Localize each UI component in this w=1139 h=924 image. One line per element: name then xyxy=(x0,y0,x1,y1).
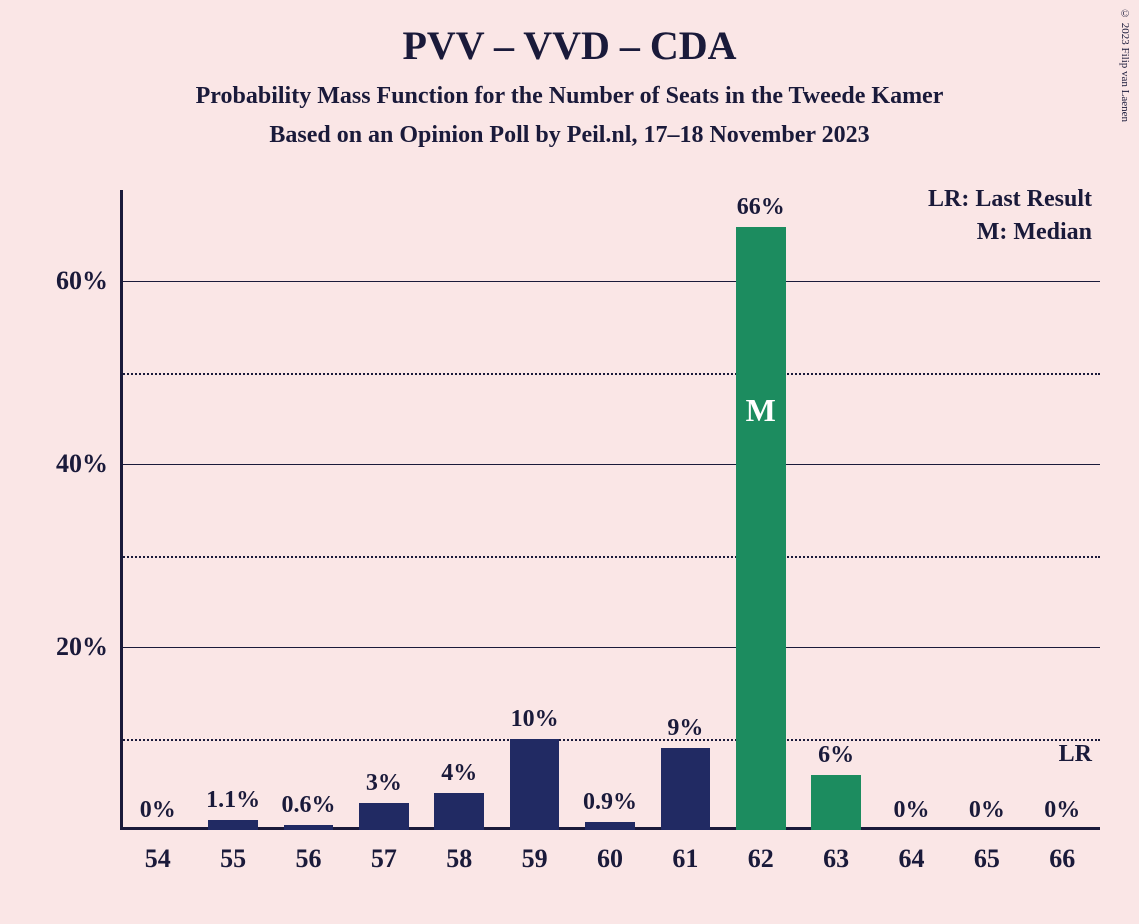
bar-value-label: 0.9% xyxy=(583,789,637,822)
bar-value-label: 9% xyxy=(667,715,703,748)
bar-value-label: 0% xyxy=(969,797,1005,830)
bar-value-label: 6% xyxy=(818,742,854,775)
x-tick-label: 63 xyxy=(823,830,849,874)
legend: LR: Last Result M: Median xyxy=(928,186,1092,252)
y-axis xyxy=(120,190,123,830)
x-tick-label: 55 xyxy=(220,830,246,874)
copyright-notice: © 2023 Filip van Laenen xyxy=(1119,8,1131,122)
x-tick-label: 60 xyxy=(597,830,623,874)
x-tick-label: 58 xyxy=(446,830,472,874)
x-tick-label: 64 xyxy=(899,830,925,874)
x-tick-label: 66 xyxy=(1049,830,1075,874)
gridline-major xyxy=(120,281,1100,282)
legend-lr: LR: Last Result xyxy=(928,186,1092,213)
y-tick-label: 20% xyxy=(56,632,120,662)
x-tick-label: 54 xyxy=(145,830,171,874)
bar-value-label: 0% xyxy=(894,797,930,830)
gridline-major xyxy=(120,647,1100,648)
chart-subtitle-2: Based on an Opinion Poll by Peil.nl, 17–… xyxy=(0,122,1139,149)
bar-value-label: 0% xyxy=(140,797,176,830)
y-tick-label: 60% xyxy=(56,266,120,296)
x-tick-label: 57 xyxy=(371,830,397,874)
bar: 6% xyxy=(811,775,861,830)
x-tick-label: 62 xyxy=(748,830,774,874)
median-mark: M xyxy=(746,392,776,429)
lr-label: LR xyxy=(1059,741,1092,768)
chart-subtitle-1: Probability Mass Function for the Number… xyxy=(0,83,1139,110)
legend-m: M: Median xyxy=(928,219,1092,246)
bar: 10% xyxy=(510,739,560,830)
x-tick-label: 61 xyxy=(672,830,698,874)
bar: 3% xyxy=(359,803,409,830)
bar-value-label: 3% xyxy=(366,770,402,803)
bar-value-label: 10% xyxy=(511,706,559,739)
y-tick-label: 40% xyxy=(56,449,120,479)
bar: 4% xyxy=(434,793,484,830)
bar-value-label: 4% xyxy=(441,760,477,793)
gridline-minor xyxy=(120,556,1100,558)
bar-value-label: 0.6% xyxy=(281,792,335,825)
bar: 1.1% xyxy=(208,820,258,830)
bar-value-label: 1.1% xyxy=(206,787,260,820)
x-tick-label: 65 xyxy=(974,830,1000,874)
gridline-major xyxy=(120,464,1100,465)
chart-title: PVV – VVD – CDA xyxy=(0,0,1139,69)
x-tick-label: 56 xyxy=(295,830,321,874)
bar-value-label: 0% xyxy=(1044,797,1080,830)
bar-value-label: 66% xyxy=(737,194,785,227)
bar: 0.9% xyxy=(585,822,635,830)
bar-chart: LR: Last Result M: Median 20%40%60%0%541… xyxy=(120,190,1100,830)
bar: 66%M xyxy=(736,227,786,830)
gridline-minor xyxy=(120,739,1100,741)
x-tick-label: 59 xyxy=(522,830,548,874)
gridline-minor xyxy=(120,373,1100,375)
bar: 9% xyxy=(661,748,711,830)
